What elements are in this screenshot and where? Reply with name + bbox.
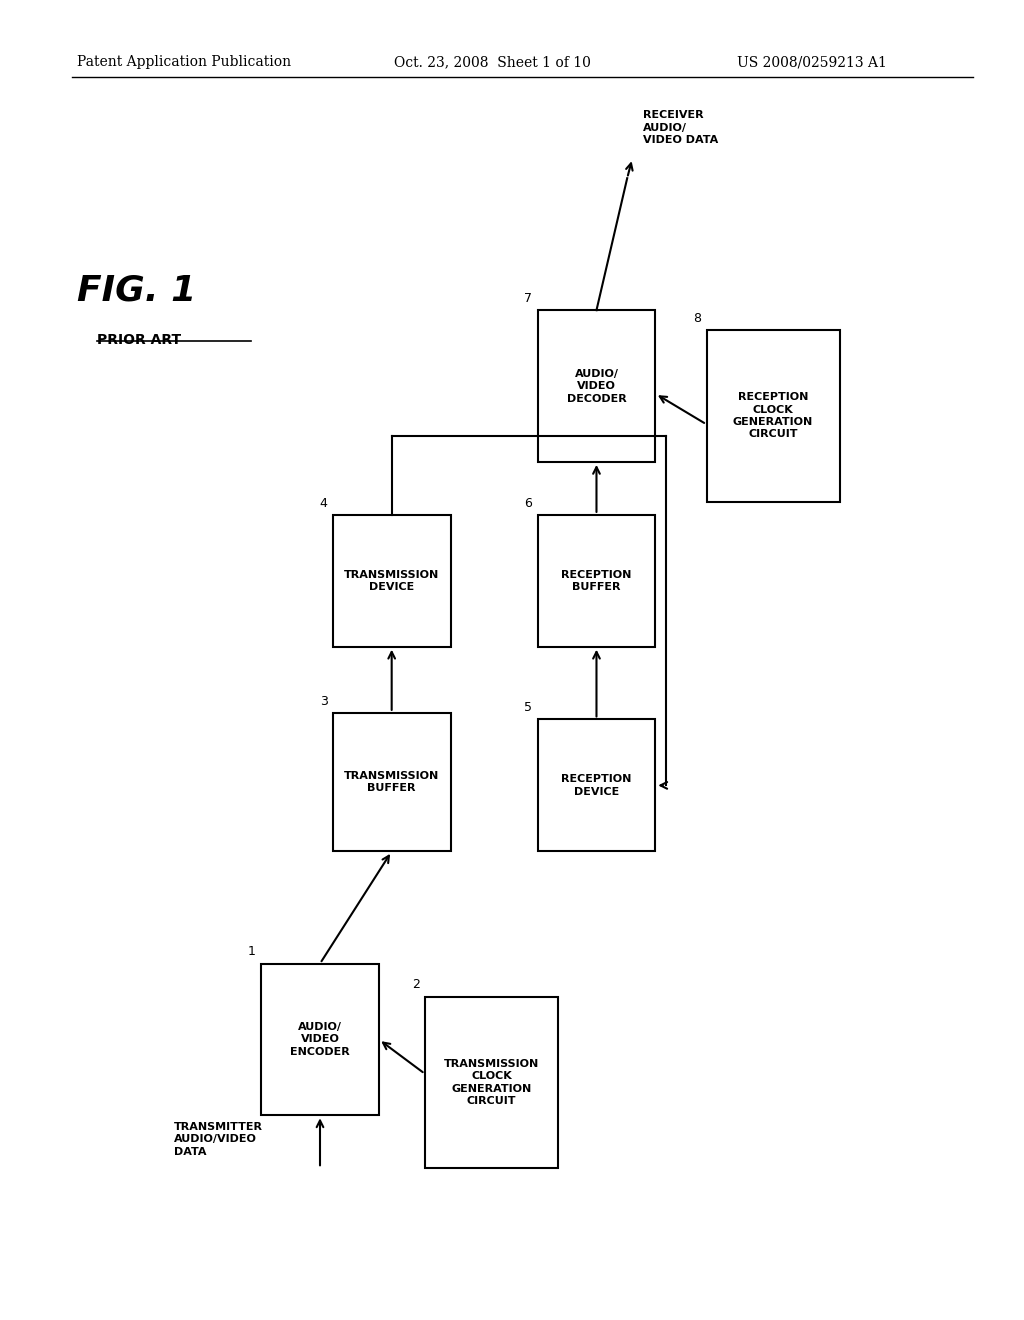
Text: TRANSMISSION
BUFFER: TRANSMISSION BUFFER: [344, 771, 439, 793]
Bar: [538, 515, 655, 647]
Text: AUDIO/
VIDEO
DECODER: AUDIO/ VIDEO DECODER: [566, 368, 627, 404]
Text: 7: 7: [524, 292, 532, 305]
Text: RECEIVER
AUDIO/
VIDEO DATA: RECEIVER AUDIO/ VIDEO DATA: [643, 111, 718, 145]
Text: RECEPTION
DEVICE: RECEPTION DEVICE: [561, 775, 632, 796]
Text: 5: 5: [524, 701, 532, 714]
Text: US 2008/0259213 A1: US 2008/0259213 A1: [737, 55, 887, 70]
Text: FIG. 1: FIG. 1: [77, 273, 196, 308]
Text: TRANSMITTER
AUDIO/VIDEO
DATA: TRANSMITTER AUDIO/VIDEO DATA: [174, 1122, 263, 1156]
Bar: [425, 997, 558, 1168]
Text: 2: 2: [412, 978, 420, 991]
Text: TRANSMISSION
CLOCK
GENERATION
CIRCUIT: TRANSMISSION CLOCK GENERATION CIRCUIT: [443, 1059, 540, 1106]
Text: 3: 3: [319, 694, 328, 708]
Text: 1: 1: [248, 945, 256, 958]
Bar: [707, 330, 840, 502]
Text: 6: 6: [524, 496, 532, 510]
Text: Oct. 23, 2008  Sheet 1 of 10: Oct. 23, 2008 Sheet 1 of 10: [394, 55, 591, 70]
Text: Patent Application Publication: Patent Application Publication: [77, 55, 291, 70]
Bar: [333, 713, 451, 851]
Text: 8: 8: [693, 312, 701, 325]
Text: RECEPTION
CLOCK
GENERATION
CIRCUIT: RECEPTION CLOCK GENERATION CIRCUIT: [733, 392, 813, 440]
Bar: [261, 964, 379, 1115]
Text: TRANSMISSION
DEVICE: TRANSMISSION DEVICE: [344, 570, 439, 591]
Bar: [538, 719, 655, 851]
Text: AUDIO/
VIDEO
ENCODER: AUDIO/ VIDEO ENCODER: [290, 1022, 350, 1057]
Bar: [333, 515, 451, 647]
Text: PRIOR ART: PRIOR ART: [97, 333, 181, 347]
Text: 4: 4: [319, 496, 328, 510]
Text: RECEPTION
BUFFER: RECEPTION BUFFER: [561, 570, 632, 591]
Bar: [538, 310, 655, 462]
